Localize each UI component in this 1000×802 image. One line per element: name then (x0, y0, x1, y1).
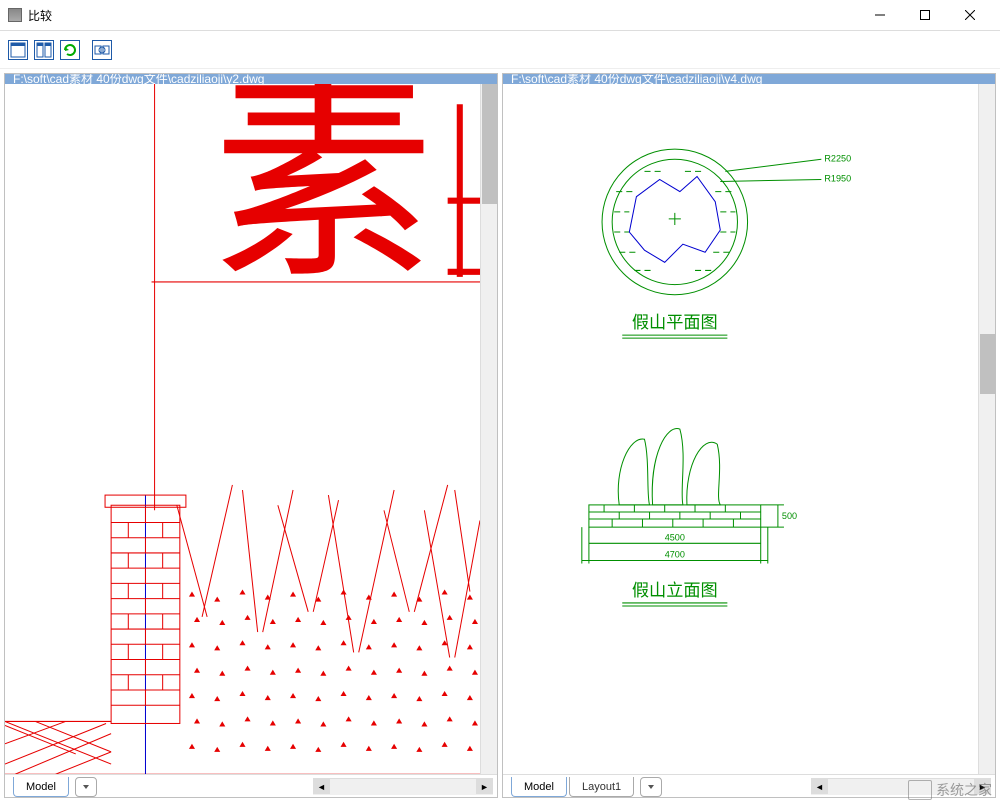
scroll-right-button[interactable]: ► (476, 779, 493, 794)
right-panel: F:\soft\cad素材 40份dwg文件\cadziliaoji\y4.dw… (502, 73, 996, 798)
scroll-left-button[interactable]: ◄ (313, 779, 330, 794)
refresh-button[interactable] (60, 40, 80, 60)
window-title: 比较 (28, 7, 52, 24)
titlebar: 比较 (0, 0, 1000, 31)
right-canvas[interactable]: R2250 R1950 假山平面图 (503, 84, 978, 774)
view-split-button[interactable] (34, 40, 54, 60)
link-views-button[interactable] (92, 40, 112, 60)
dim-h: 500 (782, 511, 797, 521)
plan-label: 假山平面图 (632, 312, 718, 332)
scroll-thumb[interactable] (482, 84, 497, 204)
dim-w1: 4500 (665, 532, 685, 542)
minimize-button[interactable] (857, 0, 902, 30)
left-panel-header: F:\soft\cad素材 40份dwg文件\cadziliaoji\y2.dw… (5, 74, 497, 84)
tab-layout1[interactable]: Layout1 (569, 777, 634, 797)
large-glyph: 素 (212, 84, 434, 306)
watermark: 系统之家 (908, 780, 992, 800)
ground-hatch (5, 721, 111, 774)
radius-label-2: R1950 (824, 173, 851, 183)
maximize-button[interactable] (902, 0, 947, 30)
rock-elevation: 4500 4700 500 (582, 428, 797, 563)
right-panel-header: F:\soft\cad素材 40份dwg文件\cadziliaoji\y4.dw… (503, 74, 995, 84)
watermark-logo-icon (908, 780, 932, 800)
tab-more-button[interactable] (75, 777, 97, 797)
scroll-thumb[interactable] (980, 334, 995, 394)
scroll-left-button[interactable]: ◄ (811, 779, 828, 794)
brick-column (105, 495, 186, 774)
left-canvas[interactable]: 素 (5, 84, 480, 774)
tab-model[interactable]: Model (13, 777, 69, 797)
left-panel: F:\soft\cad素材 40份dwg文件\cadziliaoji\y2.dw… (4, 73, 498, 798)
left-hscroll[interactable]: ◄ ► (313, 778, 493, 795)
watermark-text: 系统之家 (936, 780, 992, 800)
right-tabs: Model Layout1 (503, 775, 811, 797)
left-tabs: Model (5, 775, 313, 797)
radius-label-1: R2250 (824, 153, 851, 163)
left-vscroll[interactable] (480, 84, 497, 774)
dim-w2: 4700 (665, 549, 685, 559)
window-controls (857, 0, 992, 30)
elevation-label: 假山立面图 (632, 580, 718, 600)
tab-model[interactable]: Model (511, 777, 567, 797)
tab-more-button[interactable] (640, 777, 662, 797)
toolbar (0, 31, 1000, 69)
rock-plan: R2250 R1950 (602, 149, 851, 295)
close-button[interactable] (947, 0, 992, 30)
view-single-button[interactable] (8, 40, 28, 60)
workspace: F:\soft\cad素材 40份dwg文件\cadziliaoji\y2.dw… (0, 69, 1000, 802)
grass (177, 485, 480, 658)
app-icon (8, 8, 22, 22)
right-vscroll[interactable] (978, 84, 995, 774)
